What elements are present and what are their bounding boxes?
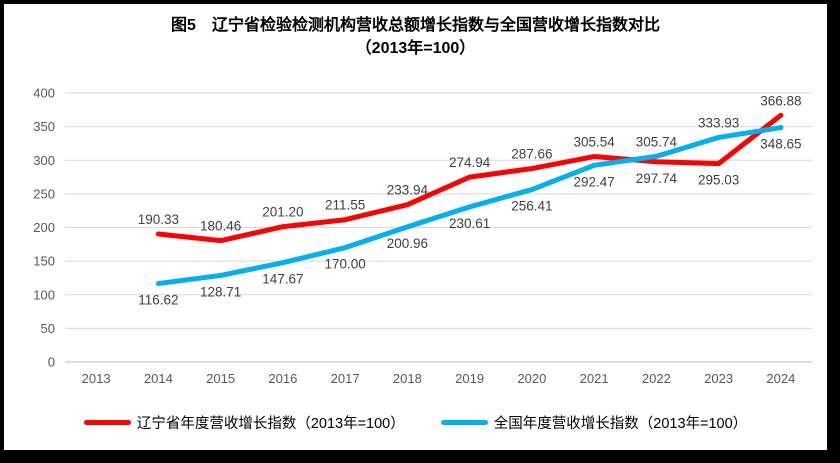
series-line-1 <box>155 125 784 287</box>
y-tick-label: 400 <box>33 86 55 101</box>
x-tick-label: 2014 <box>144 371 173 386</box>
x-tick-label: 2022 <box>642 371 671 386</box>
legend-label-liaoning: 辽宁省年度营收增长指数（2013年=100） <box>136 416 405 432</box>
x-tick-label: 2024 <box>766 371 795 386</box>
y-tick-label: 250 <box>33 186 55 201</box>
data-label: 366.88 <box>760 93 801 108</box>
y-tick-label: 0 <box>48 355 55 370</box>
data-label: 256.41 <box>511 199 552 214</box>
y-tick-label: 300 <box>33 153 55 168</box>
legend-line-swatch-red <box>83 420 131 425</box>
y-tick-label: 200 <box>33 220 55 235</box>
data-label: 233.94 <box>387 183 429 198</box>
data-label: 147.67 <box>262 272 303 287</box>
legend-item-national: 全国年度营收增长指数（2013年=100） <box>440 412 748 433</box>
x-tick-label: 2020 <box>517 371 546 386</box>
legend-label-national: 全国年度营收增长指数（2013年=100） <box>493 416 748 432</box>
legend-item-liaoning: 辽宁省年度营收增长指数（2013年=100） <box>83 412 405 433</box>
data-label: 201.20 <box>262 205 303 220</box>
data-label: 200.96 <box>387 236 428 251</box>
chart-title-line1: 图5 辽宁省检验检测机构营收总额增长指数与全国营收增长指数对比 <box>171 17 660 34</box>
x-tick-label: 2018 <box>393 371 422 386</box>
data-label: 348.65 <box>760 137 801 152</box>
y-tick-label: 50 <box>41 321 55 336</box>
chart-title: 图5 辽宁省检验检测机构营收总额增长指数与全国营收增长指数对比 （2013年=1… <box>4 14 827 60</box>
legend: 辽宁省年度营收增长指数（2013年=100） 全国年度营收增长指数（2013年=… <box>4 412 827 433</box>
data-label: 230.61 <box>449 216 490 231</box>
data-label: 211.55 <box>325 198 365 213</box>
x-tick-label: 2013 <box>82 371 111 386</box>
data-label: 333.93 <box>698 115 739 130</box>
data-label: 287.66 <box>511 147 552 162</box>
x-tick-label: 2016 <box>268 371 297 386</box>
data-label: 295.03 <box>698 173 739 188</box>
y-tick-label: 350 <box>33 119 55 134</box>
y-tick-label: 100 <box>33 287 55 302</box>
data-label: 116.62 <box>138 293 178 308</box>
x-tick-label: 2021 <box>580 371 609 386</box>
data-label: 190.33 <box>138 212 179 227</box>
data-label: 274.94 <box>449 155 491 170</box>
x-tick-label: 2017 <box>331 371 360 386</box>
data-label: 305.74 <box>636 134 678 149</box>
data-label: 170.00 <box>324 257 365 272</box>
series-line-0 <box>155 112 784 244</box>
x-tick-label: 2019 <box>455 371 484 386</box>
x-tick-label: 2023 <box>704 371 733 386</box>
y-tick-label: 150 <box>33 254 55 269</box>
data-label: 292.47 <box>573 174 614 189</box>
data-label: 305.54 <box>573 135 615 150</box>
legend-line-swatch-blue <box>440 420 488 425</box>
chart-plot: 0 50 100 150 200 250 300 350 400 2013 2014 2015 2016… <box>33 86 812 386</box>
data-label: 297.74 <box>636 171 678 186</box>
data-label: 128.71 <box>200 284 241 299</box>
chart-title-line2: （2013年=100） <box>355 40 476 57</box>
x-tick-label: 2015 <box>206 371 235 386</box>
data-label: 180.46 <box>200 219 241 234</box>
